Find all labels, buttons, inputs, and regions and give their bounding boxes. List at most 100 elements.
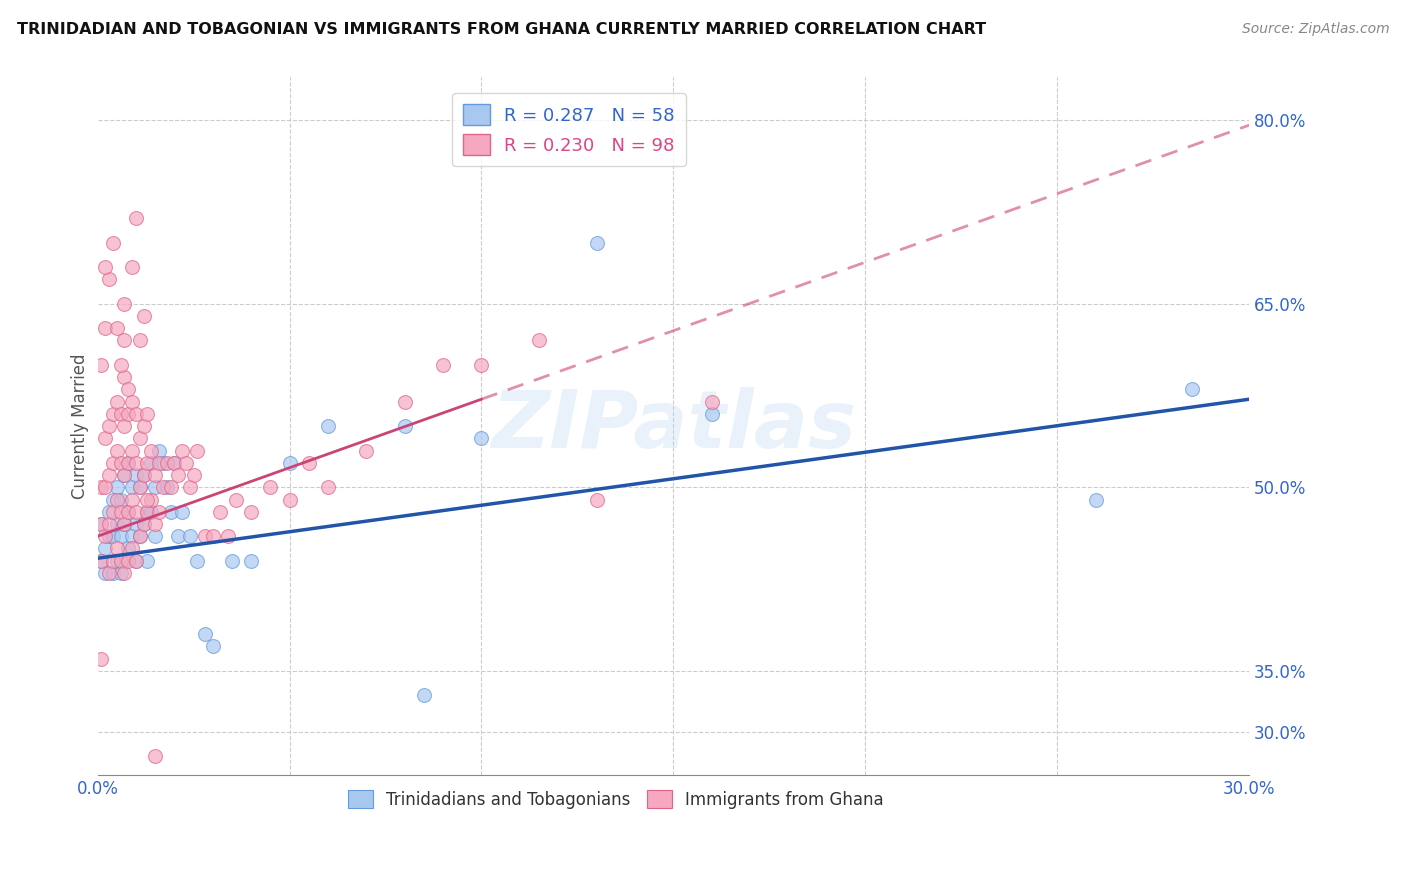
Point <box>94 480 117 494</box>
Point <box>148 505 170 519</box>
Point <box>143 516 166 531</box>
Point <box>121 260 143 274</box>
Point <box>141 505 163 519</box>
Point <box>194 529 217 543</box>
Point <box>121 492 143 507</box>
Point <box>117 505 139 519</box>
Point <box>141 492 163 507</box>
Point <box>98 272 121 286</box>
Point <box>117 456 139 470</box>
Point <box>128 334 150 348</box>
Point <box>117 505 139 519</box>
Point <box>125 468 148 483</box>
Point <box>143 529 166 543</box>
Point <box>159 480 181 494</box>
Point <box>170 505 193 519</box>
Point <box>125 407 148 421</box>
Point <box>121 443 143 458</box>
Point <box>470 358 492 372</box>
Point <box>114 566 136 580</box>
Point <box>136 407 159 421</box>
Point <box>98 566 121 580</box>
Point <box>94 566 117 580</box>
Point <box>156 456 179 470</box>
Point <box>101 407 124 421</box>
Point <box>143 468 166 483</box>
Point <box>121 394 143 409</box>
Point <box>132 309 155 323</box>
Point <box>179 480 201 494</box>
Point <box>298 456 321 470</box>
Point <box>105 541 128 556</box>
Point <box>94 321 117 335</box>
Point <box>163 456 186 470</box>
Y-axis label: Currently Married: Currently Married <box>72 353 89 499</box>
Point <box>90 554 112 568</box>
Point <box>585 492 607 507</box>
Point <box>114 468 136 483</box>
Point <box>110 456 132 470</box>
Point <box>156 480 179 494</box>
Point <box>1181 383 1204 397</box>
Point <box>117 407 139 421</box>
Point <box>432 358 454 372</box>
Point <box>125 211 148 226</box>
Point <box>105 492 128 507</box>
Legend: Trinidadians and Tobagonians, Immigrants from Ghana: Trinidadians and Tobagonians, Immigrants… <box>342 784 890 815</box>
Point <box>125 554 148 568</box>
Point <box>105 443 128 458</box>
Point <box>117 383 139 397</box>
Point <box>98 468 121 483</box>
Point <box>98 505 121 519</box>
Point <box>136 554 159 568</box>
Point <box>152 480 174 494</box>
Point <box>114 334 136 348</box>
Point <box>163 456 186 470</box>
Point <box>700 394 723 409</box>
Point <box>143 480 166 494</box>
Point <box>128 480 150 494</box>
Point <box>101 529 124 543</box>
Point <box>201 529 224 543</box>
Point <box>101 492 124 507</box>
Point <box>183 468 205 483</box>
Point <box>110 505 132 519</box>
Point <box>240 554 263 568</box>
Point <box>105 516 128 531</box>
Point <box>141 456 163 470</box>
Point <box>278 456 301 470</box>
Point <box>128 431 150 445</box>
Point <box>240 505 263 519</box>
Point <box>316 419 339 434</box>
Point <box>117 456 139 470</box>
Point <box>201 640 224 654</box>
Point <box>110 358 132 372</box>
Point <box>90 480 112 494</box>
Point <box>136 505 159 519</box>
Point <box>105 394 128 409</box>
Point <box>114 516 136 531</box>
Point <box>101 456 124 470</box>
Point <box>132 468 155 483</box>
Point <box>585 235 607 250</box>
Text: ZIPatlas: ZIPatlas <box>491 387 856 465</box>
Point <box>527 334 550 348</box>
Point <box>114 370 136 384</box>
Point <box>105 321 128 335</box>
Point <box>94 529 117 543</box>
Point <box>316 480 339 494</box>
Text: TRINIDADIAN AND TOBAGONIAN VS IMMIGRANTS FROM GHANA CURRENTLY MARRIED CORRELATIO: TRINIDADIAN AND TOBAGONIAN VS IMMIGRANTS… <box>17 22 986 37</box>
Point <box>110 566 132 580</box>
Point <box>128 529 150 543</box>
Point <box>90 554 112 568</box>
Point <box>143 749 166 764</box>
Point <box>412 688 434 702</box>
Point <box>159 505 181 519</box>
Point <box>121 541 143 556</box>
Point <box>209 505 232 519</box>
Point <box>152 456 174 470</box>
Point <box>90 358 112 372</box>
Point <box>700 407 723 421</box>
Point <box>94 431 117 445</box>
Point <box>170 443 193 458</box>
